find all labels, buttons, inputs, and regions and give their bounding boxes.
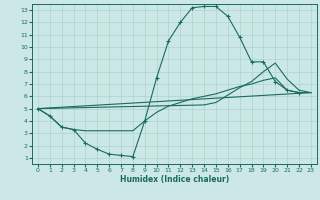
X-axis label: Humidex (Indice chaleur): Humidex (Indice chaleur) <box>120 175 229 184</box>
